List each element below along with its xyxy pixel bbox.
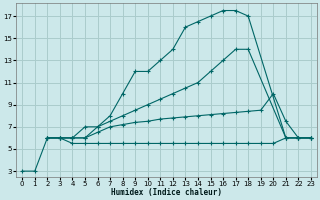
X-axis label: Humidex (Indice chaleur): Humidex (Indice chaleur)	[111, 188, 222, 197]
